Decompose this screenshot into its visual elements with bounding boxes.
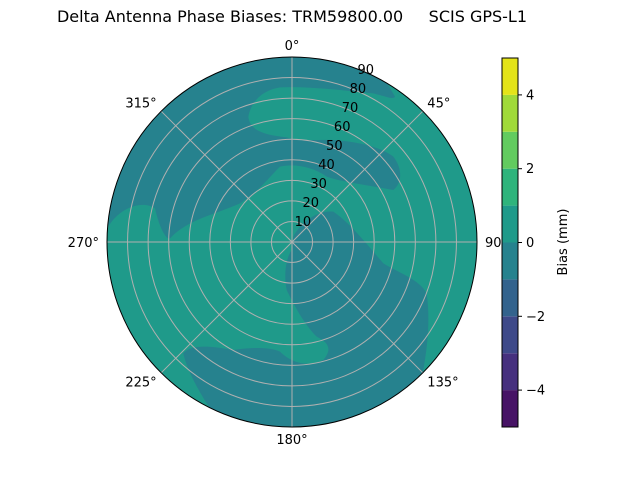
- colorbar-bin: [502, 168, 518, 206]
- colorbar-bin: [502, 353, 518, 391]
- colorbar-bin: [502, 58, 518, 95]
- chart-title: Delta Antenna Phase Biases: TRM59800.00 …: [56, 7, 528, 26]
- r-tick-label: 70: [342, 101, 359, 116]
- grid-spoke: [291, 110, 424, 243]
- r-tick-label: 50: [326, 139, 343, 154]
- theta-tick-label: 225°: [125, 375, 156, 390]
- colorbar-bin: [502, 390, 518, 427]
- colorbar-bin: [502, 242, 518, 280]
- colorbar-tick-label: 2: [526, 162, 534, 177]
- contour-region-neg1-to-0-northwest: [108, 57, 401, 239]
- colorbar-tick-label: 4: [526, 88, 534, 103]
- colorbar-tick-label: 0: [526, 236, 534, 251]
- grid-spoke: [160, 110, 293, 243]
- r-tick-label: 80: [350, 82, 367, 97]
- colorbar-tick-label: −4: [526, 384, 545, 399]
- r-tick-label: 20: [302, 196, 319, 211]
- grid-spoke: [160, 241, 293, 374]
- r-tick-label: 40: [318, 158, 335, 173]
- r-tick-label: 10: [295, 215, 312, 230]
- theta-tick-label: 315°: [125, 97, 156, 112]
- r-tick-label: 30: [310, 177, 327, 192]
- r-tick-label: 90: [358, 63, 375, 78]
- r-tick-label: 60: [334, 120, 351, 135]
- theta-tick-label: 45°: [427, 97, 450, 112]
- contour-region-neg1-to-0-southeast: [183, 211, 429, 427]
- theta-tick-label: 0°: [285, 39, 300, 54]
- colorbar-bin: [502, 279, 518, 317]
- colorbar-bin: [502, 205, 518, 243]
- colorbar-tick-label: −2: [526, 310, 545, 325]
- colorbar-bin: [502, 94, 518, 132]
- polar-frame: [106, 56, 478, 428]
- colorbar-bin: [502, 131, 518, 169]
- colorbar-bin: [502, 316, 518, 354]
- theta-tick-label: 135°: [427, 375, 458, 390]
- theta-tick-label: 270°: [68, 236, 99, 251]
- colorbar-label: Bias (mm): [556, 209, 571, 276]
- grid-spoke: [291, 241, 424, 374]
- theta-tick-label: 180°: [276, 433, 307, 448]
